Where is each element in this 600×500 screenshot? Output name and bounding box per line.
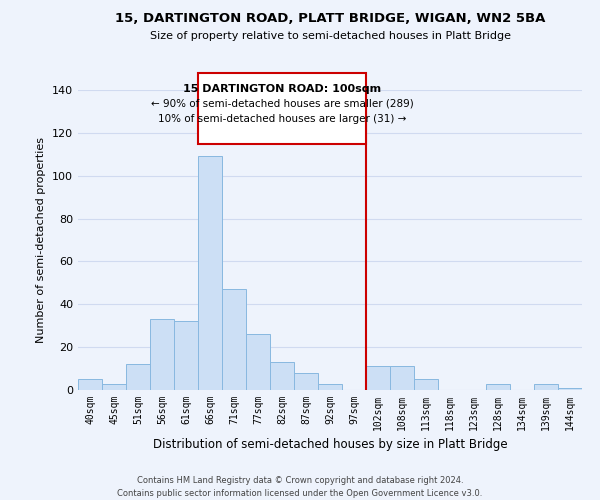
- Y-axis label: Number of semi-detached properties: Number of semi-detached properties: [37, 137, 46, 343]
- Bar: [366, 366, 390, 390]
- Text: Contains HM Land Registry data © Crown copyright and database right 2024.
Contai: Contains HM Land Registry data © Crown c…: [118, 476, 482, 498]
- Bar: [558, 388, 582, 390]
- X-axis label: Distribution of semi-detached houses by size in Platt Bridge: Distribution of semi-detached houses by …: [152, 438, 508, 452]
- Bar: [414, 380, 438, 390]
- Text: 15, DARTINGTON ROAD, PLATT BRIDGE, WIGAN, WN2 5BA: 15, DARTINGTON ROAD, PLATT BRIDGE, WIGAN…: [115, 12, 545, 26]
- Text: ← 90% of semi-detached houses are smaller (289): ← 90% of semi-detached houses are smalle…: [151, 98, 413, 108]
- Text: 15 DARTINGTON ROAD: 100sqm: 15 DARTINGTON ROAD: 100sqm: [183, 84, 381, 94]
- Bar: [390, 366, 414, 390]
- Bar: [174, 322, 198, 390]
- Bar: [270, 362, 294, 390]
- Bar: [102, 384, 126, 390]
- Text: Size of property relative to semi-detached houses in Platt Bridge: Size of property relative to semi-detach…: [149, 31, 511, 41]
- Bar: [486, 384, 510, 390]
- Bar: [126, 364, 150, 390]
- Text: 10% of semi-detached houses are larger (31) →: 10% of semi-detached houses are larger (…: [158, 114, 406, 124]
- Bar: [294, 373, 318, 390]
- Bar: [150, 320, 174, 390]
- Bar: [246, 334, 270, 390]
- Bar: [198, 156, 222, 390]
- FancyBboxPatch shape: [198, 73, 366, 144]
- Bar: [78, 380, 102, 390]
- Bar: [534, 384, 558, 390]
- Bar: [318, 384, 342, 390]
- Bar: [222, 290, 246, 390]
